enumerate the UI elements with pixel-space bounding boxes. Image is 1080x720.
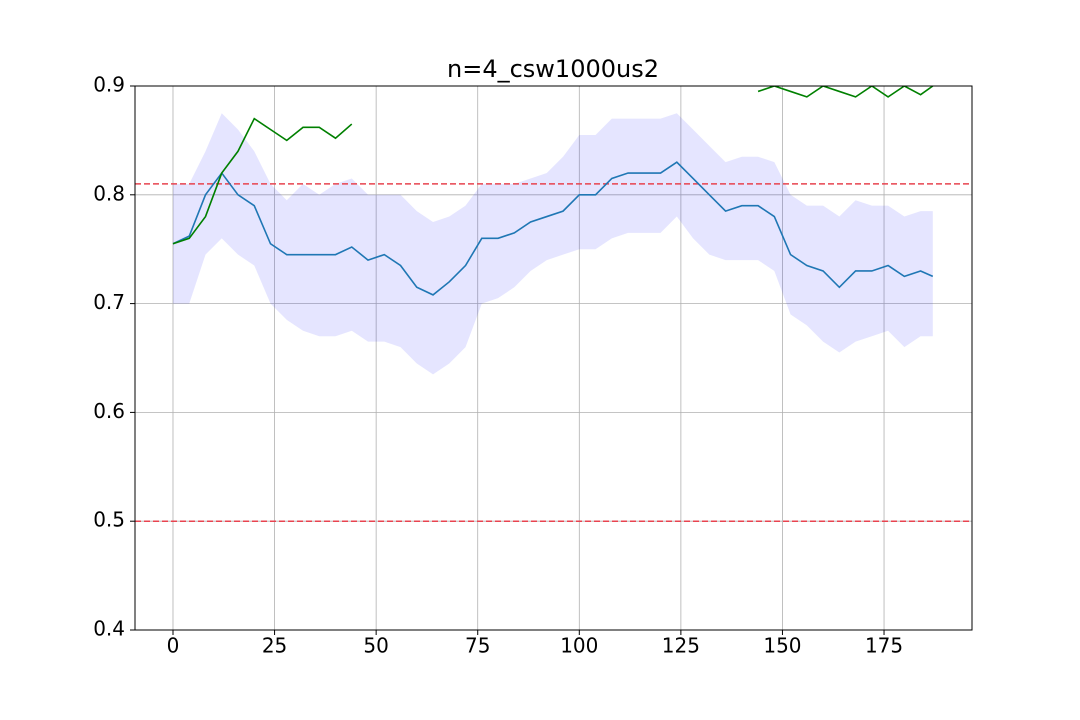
y-tick-label: 0.6: [93, 399, 125, 423]
x-tick-label: 175: [865, 634, 903, 658]
plot-area: [135, 86, 972, 522]
confidence-band: [172, 113, 933, 375]
x-tick-label: 150: [763, 634, 801, 658]
y-tick-label: 0.8: [93, 181, 125, 205]
x-tick-label: 75: [465, 634, 490, 658]
x-tick-label: 0: [167, 634, 180, 658]
series-line: [172, 161, 934, 296]
chart-title: n=4_csw1000us2: [447, 55, 659, 83]
y-tick-label: 0.4: [93, 617, 125, 641]
x-tick-label: 125: [662, 634, 700, 658]
x-tick-label: 100: [560, 634, 598, 658]
plot-frame: [134, 85, 973, 631]
y-tick-label: 0.5: [93, 508, 125, 532]
x-tick-label: 50: [363, 634, 388, 658]
x-tick-label: 25: [262, 634, 287, 658]
series-line: [172, 86, 934, 245]
y-tick-label: 0.7: [93, 290, 125, 314]
y-tick-label: 0.9: [93, 73, 125, 97]
